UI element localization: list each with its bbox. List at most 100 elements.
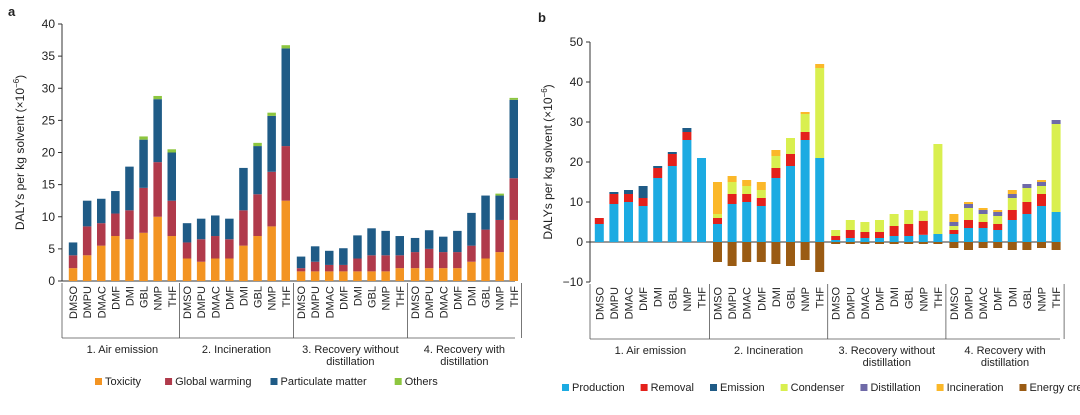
- x-tick-label: THF: [167, 286, 179, 308]
- bar-segment-incineration: [1037, 180, 1046, 182]
- panel-b: b −10 0 10 20 30 40 50 DALYs per kg solvent (×10…: [538, 10, 1080, 394]
- bar-segment-removal: [727, 194, 737, 204]
- bar-segment-energy-credits: [875, 242, 884, 244]
- x-tick-label: THF: [509, 286, 521, 308]
- x-tick-label: DMI: [239, 286, 251, 306]
- bar-segment-removal: [1022, 202, 1032, 214]
- y-tick-label: 50: [570, 35, 584, 49]
- bar-segment-condenser: [815, 68, 825, 158]
- bar-segment-removal: [667, 154, 677, 166]
- bar-segment-production: [904, 236, 914, 242]
- bar-segment-removal: [786, 154, 795, 166]
- bar-segment-global-warming: [410, 252, 420, 269]
- bar-segment-global-warming: [467, 245, 476, 262]
- bar-segment-removal: [638, 198, 648, 206]
- bar-segment-incineration: [978, 208, 988, 210]
- panel-a: a 0 5 10 15 20 25 30 35 40 DALYs per kg solvent (×…: [8, 4, 522, 388]
- bar-segment-production: [1007, 220, 1017, 242]
- group-label: 1. Air emission: [87, 344, 159, 356]
- bar-segment-energy-credits: [918, 242, 928, 244]
- legend-swatch: [1019, 384, 1027, 391]
- bar-segment-production: [845, 238, 855, 242]
- bar-segment-particulate-matter: [467, 212, 476, 246]
- bar-segment-particulate-matter: [325, 250, 334, 265]
- bar-segment-global-warming: [281, 146, 290, 201]
- x-tick-label: DMI: [1007, 287, 1019, 307]
- bar-segment-condenser: [918, 210, 928, 221]
- bar-segment-energy-credits: [860, 242, 870, 244]
- bar-segment-particulate-matter: [439, 236, 448, 253]
- bar-segment-incineration: [949, 214, 959, 222]
- bar-segment-energy-credits: [742, 242, 752, 262]
- legend-swatch: [394, 378, 402, 385]
- bar-segment-distillation: [1007, 194, 1017, 198]
- bar-segment-production: [609, 204, 619, 242]
- bar-segment-production: [653, 178, 663, 242]
- bar-segment-toxicity: [97, 245, 106, 281]
- group-label: 3. Recovery without: [838, 345, 935, 357]
- bar-segment-incineration: [713, 182, 722, 214]
- legend-label: Toxicity: [105, 376, 142, 388]
- bar-segment-emission: [667, 152, 677, 154]
- bar-segment-energy-credits: [964, 242, 973, 250]
- y-tick-label: 0: [576, 235, 583, 249]
- bar-segment-production: [756, 206, 766, 242]
- y-tick-label: 30: [570, 115, 584, 129]
- legend-label: Condenser: [791, 382, 845, 394]
- x-tick-label: DMAC: [324, 286, 336, 318]
- x-tick-label: DMI: [125, 286, 137, 306]
- x-tick-label: DMPU: [845, 287, 857, 319]
- bar-segment-others: [267, 112, 276, 116]
- bar-segment-condenser: [831, 230, 841, 236]
- bar-segment-particulate-matter: [211, 215, 220, 237]
- legend-label: Particulate matter: [280, 376, 367, 388]
- bar-segment-incineration: [964, 202, 973, 204]
- bar-segment-incineration: [1007, 190, 1017, 194]
- bar-segment-particulate-matter: [139, 139, 148, 188]
- bar-segment-condenser: [786, 138, 795, 154]
- bar-segment-toxicity: [167, 236, 176, 281]
- bar-segment-removal: [918, 220, 928, 235]
- bar-segment-energy-credits: [904, 242, 914, 244]
- bar-segment-incineration: [771, 150, 781, 156]
- bar-segment-global-warming: [139, 187, 148, 233]
- bar-segment-energy-credits: [786, 242, 795, 266]
- bar-segment-global-warming: [310, 261, 320, 272]
- x-tick-label: DMF: [224, 286, 236, 310]
- y-tick-label: 0: [48, 274, 55, 288]
- bar-segment-condenser: [713, 214, 722, 218]
- bar-segment-global-warming: [167, 200, 176, 237]
- bar-segment-global-warming: [239, 210, 248, 246]
- bar-segment-condenser: [727, 182, 737, 194]
- y-tick-label: 40: [570, 75, 584, 89]
- x-tick-label: DMPU: [609, 287, 621, 319]
- bar-segment-production: [860, 238, 870, 242]
- bar-segment-removal: [800, 132, 810, 140]
- x-tick-label: THF: [395, 286, 407, 308]
- x-tick-label: DMAC: [624, 287, 636, 319]
- bar-segment-energy-credits: [727, 242, 737, 266]
- bar-segment-distillation: [1022, 184, 1032, 188]
- bar-segment-production: [1051, 212, 1061, 242]
- bar-segment-incineration: [727, 176, 737, 182]
- bar-segment-particulate-matter: [167, 152, 176, 201]
- group-label: distillation: [440, 356, 488, 368]
- bar-segment-production: [875, 238, 884, 242]
- x-tick-label: DMPU: [727, 287, 739, 319]
- bar-segment-particulate-matter: [196, 218, 206, 240]
- bar-segment-production: [815, 158, 825, 242]
- bar-segment-particulate-matter: [111, 191, 120, 214]
- x-tick-label: THF: [697, 287, 709, 309]
- x-tick-label: DMPU: [82, 286, 94, 318]
- bar-segment-production: [638, 206, 648, 242]
- x-tick-label: DMF: [110, 286, 122, 310]
- x-tick-label: NMP: [381, 286, 393, 310]
- bar-segment-condenser: [1051, 124, 1061, 212]
- x-tick-label: DMPU: [310, 286, 322, 318]
- x-tick-label: DMSO: [831, 287, 843, 320]
- bar-segment-toxicity: [225, 258, 234, 281]
- legend-swatch: [780, 384, 788, 391]
- bar-segment-particulate-matter: [253, 146, 262, 195]
- legend-label: Energy credits: [1029, 382, 1080, 394]
- bar-segment-production: [771, 178, 781, 242]
